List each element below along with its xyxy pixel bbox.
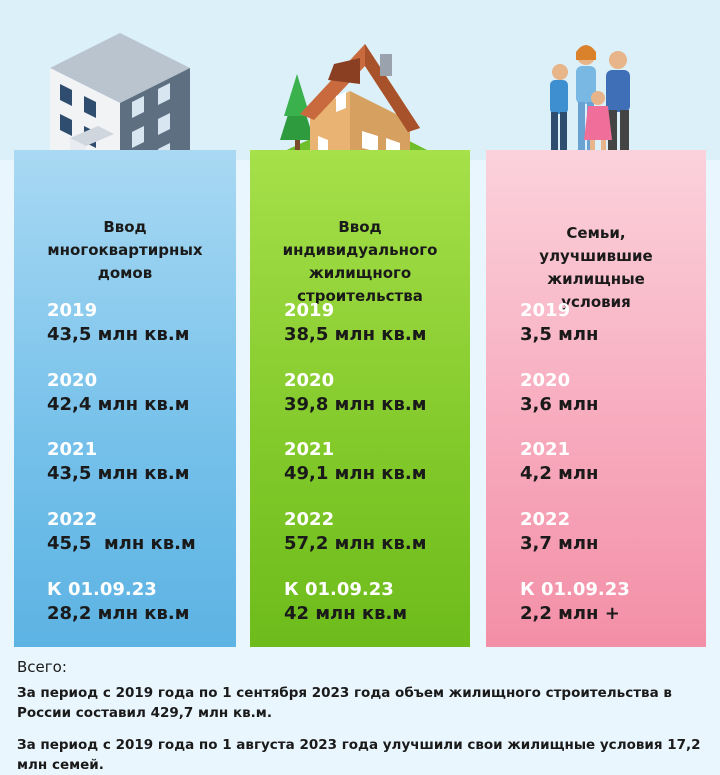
stat-year: 2021 xyxy=(47,439,98,460)
stat-year: 2020 xyxy=(47,370,98,391)
stat-year: 2021 xyxy=(284,439,335,460)
stat-year: 2022 xyxy=(520,509,571,530)
stat-year: 2022 xyxy=(47,509,98,530)
column-families: Семьи, улучшившие жилищные условия 2019 3… xyxy=(486,150,706,647)
stat-value: 57,2 млн кв.м xyxy=(284,533,427,554)
summary-label: Всего: xyxy=(17,658,67,676)
stat-value: 38,5 млн кв.м xyxy=(284,324,427,345)
column-title: Семьи, улучшившие жилищные условия xyxy=(539,224,653,311)
summary-footer: Всего: За период с 2019 года по 1 сентяб… xyxy=(17,657,707,775)
stat-entry: 2019 3,5 млн xyxy=(520,300,710,348)
stat-value: 4,2 млн xyxy=(520,463,599,484)
stat-value: 42 млн кв.м xyxy=(284,603,408,624)
stat-value: 3,5 млн xyxy=(520,324,599,345)
stat-entry: 2020 42,4 млн кв.м xyxy=(47,370,237,418)
stat-entry: 2022 57,2 млн кв.м xyxy=(284,509,474,557)
stat-value: 43,5 млн кв.м xyxy=(47,324,190,345)
stat-year: 2020 xyxy=(284,370,335,391)
stat-year: 2020 xyxy=(520,370,571,391)
summary-families: За период с 2019 года по 1 августа 2023 … xyxy=(17,737,701,773)
stat-value: 43,5 млн кв.м xyxy=(47,463,190,484)
stat-year: 2019 xyxy=(284,300,335,321)
stat-value: 3,7 млн xyxy=(520,533,599,554)
stat-entry: 2022 45,5 млн кв.м xyxy=(47,509,237,557)
stat-value: 28,2 млн кв.м xyxy=(47,603,190,624)
stat-year: К 01.09.23 xyxy=(284,579,394,600)
stat-entry: 2022 3,7 млн xyxy=(520,509,710,557)
stat-entry: 2021 43,5 млн кв.м xyxy=(47,439,237,487)
stat-value: 42,4 млн кв.м xyxy=(47,394,190,415)
stat-entry: 2020 39,8 млн кв.м xyxy=(284,370,474,418)
column-title: Ввод индивидуального жилищного строитель… xyxy=(282,218,438,305)
stat-year: К 01.09.23 xyxy=(520,579,630,600)
family-icon xyxy=(550,45,630,166)
stat-value: 39,8 млн кв.м xyxy=(284,394,427,415)
stat-value: 49,1 млн кв.м xyxy=(284,463,427,484)
stat-value: 45,5 млн кв.м xyxy=(47,533,196,554)
stat-year: 2019 xyxy=(47,300,98,321)
stat-year: 2021 xyxy=(520,439,571,460)
stat-entry: 2019 38,5 млн кв.м xyxy=(284,300,474,348)
stat-entry: 2021 49,1 млн кв.м xyxy=(284,439,474,487)
stat-year: 2022 xyxy=(284,509,335,530)
stat-entry: 2021 4,2 млн xyxy=(520,439,710,487)
stat-value: 3,6 млн xyxy=(520,394,599,415)
stat-entry: 2019 43,5 млн кв.м xyxy=(47,300,237,348)
column-individual-housing: Ввод индивидуального жилищного строитель… xyxy=(250,150,470,647)
stat-year: 2019 xyxy=(520,300,571,321)
stat-value: 2,2 млн + xyxy=(520,603,620,624)
stat-entry: К 01.09.23 2,2 млн + xyxy=(520,579,710,627)
stat-entry: К 01.09.23 28,2 млн кв.м xyxy=(47,579,237,627)
stat-entry: 2020 3,6 млн xyxy=(520,370,710,418)
summary-construction: За период с 2019 года по 1 сентября 2023… xyxy=(17,685,672,721)
column-title: Ввод многоквартирных домов xyxy=(47,218,203,282)
stat-entry: К 01.09.23 42 млн кв.м xyxy=(284,579,474,627)
stat-year: К 01.09.23 xyxy=(47,579,157,600)
column-apartments: Ввод многоквартирных домов 2019 43,5 млн … xyxy=(14,150,236,647)
